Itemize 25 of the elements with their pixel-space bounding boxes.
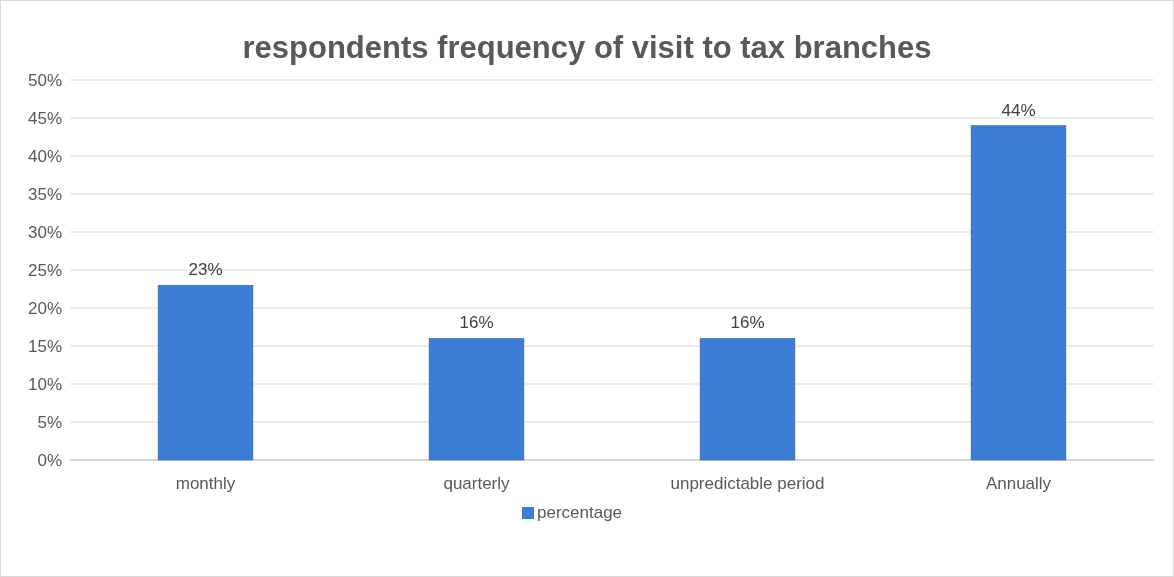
bar	[699, 338, 796, 461]
text: 16%	[459, 313, 494, 333]
bar	[970, 125, 1067, 461]
y-tick-label: 35%	[27, 185, 62, 204]
legend-label: percentage	[537, 503, 623, 522]
y-tick-label: 20%	[27, 299, 62, 318]
bar	[157, 284, 254, 461]
x-tick-label: monthly	[175, 474, 236, 493]
y-tick-label: 5%	[37, 413, 62, 432]
text: 23%	[188, 260, 223, 280]
y-tick-label: 30%	[27, 223, 62, 242]
chart-title: respondents frequency of visit to tax branches	[242, 30, 932, 65]
bar	[428, 338, 525, 461]
x-tick-label: Annually	[985, 474, 1052, 493]
y-tick-label: 15%	[27, 337, 62, 356]
x-tick-label: unpredictable period	[670, 474, 825, 493]
y-tick-label: 45%	[27, 109, 62, 128]
y-tick-label: 0%	[37, 451, 62, 470]
x-tick-label: quarterly	[443, 474, 511, 493]
text: 16%	[730, 313, 765, 333]
y-tick-label: 50%	[27, 71, 62, 90]
text: 44%	[1001, 100, 1036, 120]
y-tick-label: 40%	[27, 147, 62, 166]
y-tick-label: 25%	[27, 261, 62, 280]
y-tick-label: 10%	[27, 375, 62, 394]
